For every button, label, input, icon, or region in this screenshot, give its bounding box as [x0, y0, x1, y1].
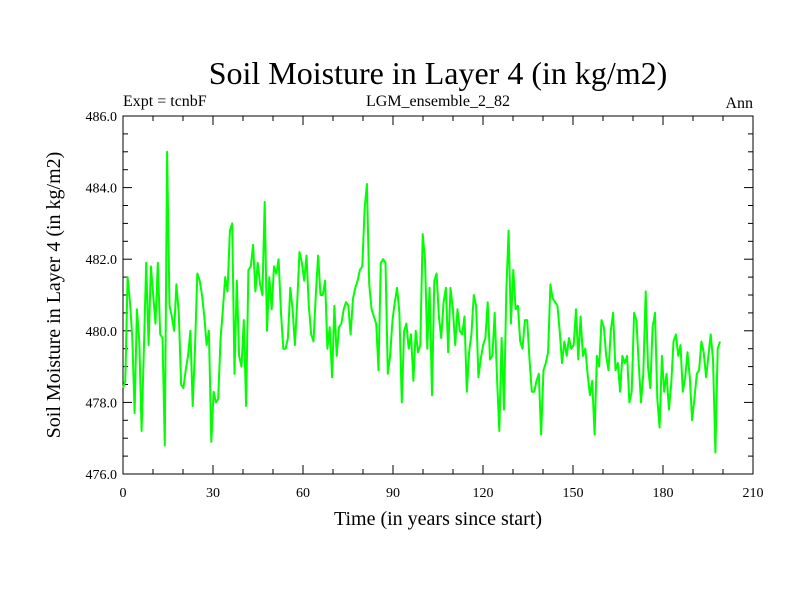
x-tick-label: 210 [743, 486, 764, 501]
y-tick-label: 486.0 [86, 110, 118, 125]
y-tick-label: 478.0 [86, 396, 118, 411]
subtitle-left: Expt = tcnbF [123, 93, 207, 110]
subtitle-right: Ann [725, 95, 753, 112]
x-tick-label: 30 [206, 486, 220, 501]
x-tick-label: 0 [120, 486, 127, 501]
x-tick-labels: 0 30 60 90 120 150 180 210 [120, 486, 764, 501]
y-tick-label: 484.0 [86, 182, 118, 197]
chart-title: Soil Moisture in Layer 4 (in kg/m2) [209, 55, 668, 91]
axis-ticks [122, 115, 754, 475]
x-tick-label: 90 [386, 486, 400, 501]
x-tick-label: 150 [563, 486, 584, 501]
y-tick-labels: 476.0 478.0 480.0 482.0 484.0 486.0 [86, 110, 118, 483]
series-group [122, 150, 721, 454]
y-tick-label: 480.0 [86, 325, 118, 340]
x-axis-label: Time (in years since start) [334, 508, 542, 530]
x-tick-label: 60 [296, 486, 310, 501]
y-tick-label: 476.0 [86, 468, 118, 483]
y-tick-label: 482.0 [86, 253, 118, 268]
x-tick-label: 120 [473, 486, 494, 501]
x-tick-label: 180 [653, 486, 674, 501]
y-axis-label: Soil Moisture in Layer 4 (in kg/m2) [43, 152, 65, 439]
series-line [122, 150, 721, 454]
subtitle-center: LGM_ensemble_2_82 [366, 93, 510, 110]
